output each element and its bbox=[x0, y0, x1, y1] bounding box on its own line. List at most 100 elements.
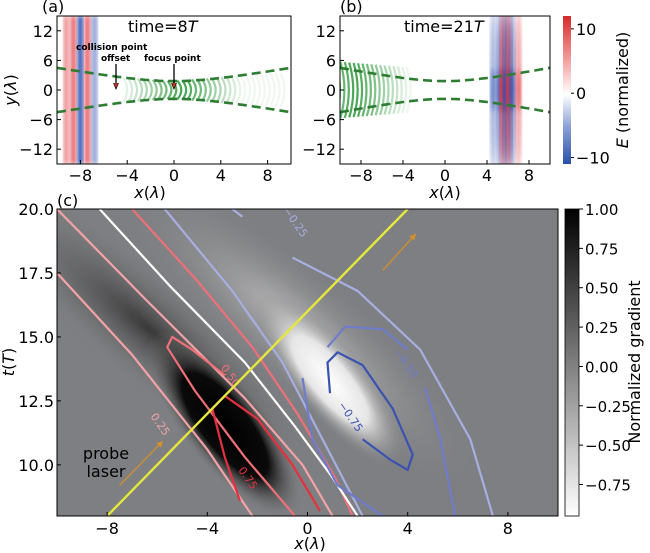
c-ytick-label: 12.5 bbox=[18, 392, 54, 411]
panel-a-time-title: time=8T bbox=[128, 17, 199, 36]
c-xtick-label: 0 bbox=[302, 519, 312, 538]
colorbar-e-field-ticks: 10 0 −10 bbox=[571, 20, 610, 168]
panel-c-ticks: −8 −4 0 4 8 10.0 12.5 15.0 17.5 20.0 bbox=[18, 200, 513, 538]
cb1-tick-label: 10 bbox=[576, 20, 596, 39]
pump-wavefront bbox=[127, 77, 134, 103]
contour-level-neg0_75 bbox=[326, 351, 414, 471]
contour-level-neg0_25 bbox=[163, 209, 364, 516]
probe-direction-arrow-lower bbox=[119, 440, 164, 486]
panel-c-ylabel: t(T) bbox=[0, 348, 18, 377]
pump-wavefront bbox=[274, 72, 281, 108]
probe-laser-line bbox=[106, 209, 409, 516]
panel-a: −8 −4 0 4 8 −12 −6 0 6 12 (a) time=8T collision p… bbox=[1, 0, 292, 202]
c-xtick-label: 4 bbox=[403, 519, 413, 538]
b-xtick-label: −4 bbox=[391, 166, 415, 185]
panel-a-pump-pulse bbox=[122, 72, 286, 108]
panel-c: 0.250.500.75−0.25−0.50−0.75 −8 −4 0 4 8 10.0 1… bbox=[0, 191, 644, 553]
cb2-tick-label: 0.50 bbox=[585, 280, 618, 298]
cb2-tick-label: 0.75 bbox=[585, 240, 618, 258]
panel-a-ticks: −8 −4 0 4 8 −12 −6 0 6 12 bbox=[19, 22, 272, 185]
pump-wavefront bbox=[365, 63, 372, 117]
c-xtick-label: −8 bbox=[95, 519, 119, 538]
cb1-tick-label: 0 bbox=[576, 84, 586, 103]
a-xtick-label: 8 bbox=[263, 166, 273, 185]
panel-a-ylabel: y(λ) bbox=[1, 74, 20, 106]
panel-b-pump-pulse bbox=[340, 61, 412, 119]
panel-b-beam-envelope bbox=[340, 66, 550, 114]
c-ytick-label: 10.0 bbox=[18, 456, 54, 475]
c-xtick-label: −4 bbox=[196, 519, 220, 538]
cb2-tick-label: 0.00 bbox=[585, 358, 618, 376]
a-ytick-label: 6 bbox=[43, 51, 53, 70]
pump-wavefront bbox=[269, 73, 276, 107]
panel-c-xlabel: x(λ) bbox=[293, 534, 325, 553]
pump-wavefront bbox=[161, 79, 168, 101]
colorbar-gradient-ticks: 1.00 0.75 0.50 0.25 0.00 −0.25 −0.50 −0.75 bbox=[579, 201, 631, 495]
pump-wavefront bbox=[405, 66, 412, 114]
pump-wavefront bbox=[348, 62, 355, 118]
panel-a-label: (a) bbox=[42, 0, 64, 16]
pump-wavefront bbox=[264, 73, 271, 107]
annotation-collision-point: collision point bbox=[76, 43, 148, 53]
pump-wavefront bbox=[352, 62, 359, 118]
pump-wavefront bbox=[396, 66, 403, 114]
b-ytick-label: −12 bbox=[302, 140, 336, 159]
panel-b-xlabel: x(λ) bbox=[428, 183, 460, 202]
contour-level-neg0_5 bbox=[301, 377, 384, 516]
pump-wavefront bbox=[361, 63, 368, 117]
panel-a-xlabel: x(λ) bbox=[133, 183, 165, 202]
colorbar-e-field bbox=[563, 16, 571, 164]
colorbar-gradient-label: Normalized gradient bbox=[625, 280, 644, 443]
pump-wavefront bbox=[401, 66, 408, 114]
pump-wavefront bbox=[235, 75, 242, 105]
panel-c-heatmap: 0.250.500.75−0.25−0.50−0.75 bbox=[57, 209, 494, 516]
pump-wavefront bbox=[387, 65, 395, 115]
pump-wavefront bbox=[254, 74, 261, 106]
panel-b-ticks: −8 −4 0 4 8 −12 −6 0 6 12 bbox=[302, 22, 534, 185]
c-xtick-label: 8 bbox=[503, 519, 513, 538]
a-xtick-label: −8 bbox=[69, 166, 93, 185]
contour-level-neg0_25 bbox=[231, 209, 244, 218]
a-ytick-label: −12 bbox=[19, 140, 53, 159]
pump-wavefront bbox=[383, 65, 390, 115]
a-ytick-label: 0 bbox=[43, 81, 53, 100]
colorbar-e-field-label: E (normalized) bbox=[613, 32, 632, 149]
b-ytick-label: 0 bbox=[326, 81, 336, 100]
cb2-tick-label: −0.75 bbox=[585, 477, 631, 495]
c-ytick-label: 15.0 bbox=[18, 328, 54, 347]
pump-wavefront bbox=[215, 76, 222, 104]
pump-wavefront bbox=[279, 72, 286, 108]
probe-fringe bbox=[63, 16, 70, 164]
annotation-focus-point: focus point bbox=[144, 54, 201, 64]
c-ytick-label: 20.0 bbox=[18, 200, 54, 219]
probe-label-line2: laser bbox=[86, 462, 125, 481]
pump-wavefront bbox=[122, 76, 129, 104]
pump-wavefront bbox=[343, 61, 350, 119]
pump-wavefront bbox=[151, 79, 158, 101]
contour-level-neg0_5 bbox=[326, 325, 409, 351]
pump-wavefront bbox=[220, 76, 227, 104]
pump-wavefront bbox=[230, 75, 237, 105]
cb2-tick-label: 0.25 bbox=[585, 319, 618, 337]
b-xtick-label: −8 bbox=[349, 166, 373, 185]
pump-wavefront bbox=[176, 79, 183, 101]
cb2-tick-label: 1.00 bbox=[585, 201, 618, 219]
pump-wavefront bbox=[340, 75, 342, 105]
a-xtick-label: 0 bbox=[169, 166, 179, 185]
b-xtick-label: 8 bbox=[524, 166, 534, 185]
panel-c-label: (c) bbox=[57, 191, 78, 210]
probe-fringe bbox=[91, 16, 98, 164]
b-ytick-label: 6 bbox=[326, 51, 336, 70]
b-ytick-label: −6 bbox=[312, 111, 336, 130]
contour-level-0_25 bbox=[57, 272, 254, 516]
pump-wavefront bbox=[374, 64, 381, 116]
pump-wavefront bbox=[340, 61, 346, 119]
pump-wavefront bbox=[370, 64, 377, 116]
pump-wavefront bbox=[259, 73, 266, 107]
probe-direction-arrow-upper bbox=[382, 233, 417, 271]
pump-wavefront bbox=[191, 78, 198, 102]
cb2-tick-label: −0.50 bbox=[585, 437, 631, 455]
contour-level-0_5 bbox=[166, 335, 296, 516]
panel-b: −8 −4 0 4 8 −12 −6 0 6 12 (b) time=21T x(λ) 10 0 −1… bbox=[302, 0, 632, 202]
